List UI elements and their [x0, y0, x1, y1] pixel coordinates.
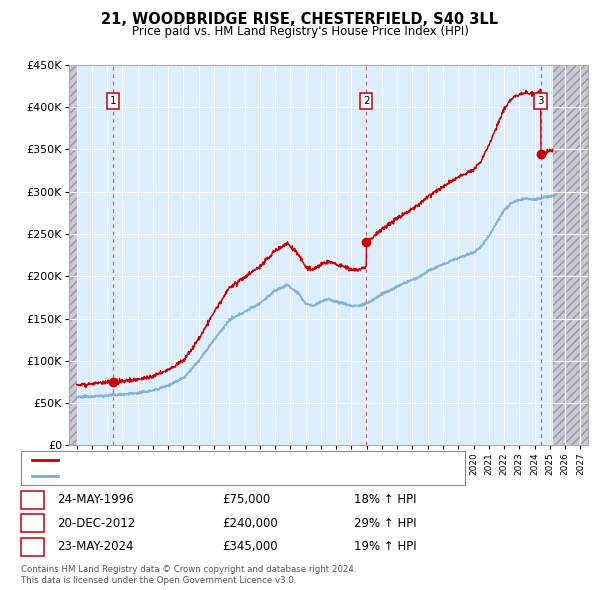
Text: 3: 3: [538, 96, 544, 106]
Text: 21, WOODBRIDGE RISE, CHESTERFIELD, S40 3LL: 21, WOODBRIDGE RISE, CHESTERFIELD, S40 3…: [101, 12, 499, 27]
Text: 1: 1: [29, 493, 36, 506]
Text: £75,000: £75,000: [222, 493, 270, 506]
Text: 19% ↑ HPI: 19% ↑ HPI: [354, 540, 416, 553]
Text: 1: 1: [110, 96, 116, 106]
Text: 2: 2: [29, 517, 36, 530]
Bar: [69, 65, 77, 445]
Text: Price paid vs. HM Land Registry's House Price Index (HPI): Price paid vs. HM Land Registry's House …: [131, 25, 469, 38]
Text: HPI: Average price, detached house, Chesterfield: HPI: Average price, detached house, Ches…: [63, 471, 319, 481]
Text: £240,000: £240,000: [222, 517, 278, 530]
Text: This data is licensed under the Open Government Licence v3.0.: This data is licensed under the Open Gov…: [21, 576, 296, 585]
Text: 18% ↑ HPI: 18% ↑ HPI: [354, 493, 416, 506]
Text: 24-MAY-1996: 24-MAY-1996: [57, 493, 134, 506]
Text: 2: 2: [363, 96, 370, 106]
Text: 29% ↑ HPI: 29% ↑ HPI: [354, 517, 416, 530]
Text: £345,000: £345,000: [222, 540, 278, 553]
Text: 21, WOODBRIDGE RISE, CHESTERFIELD, S40 3LL (detached house): 21, WOODBRIDGE RISE, CHESTERFIELD, S40 3…: [63, 455, 410, 465]
Text: 23-MAY-2024: 23-MAY-2024: [57, 540, 133, 553]
Text: 3: 3: [29, 540, 36, 553]
Text: 20-DEC-2012: 20-DEC-2012: [57, 517, 135, 530]
Text: Contains HM Land Registry data © Crown copyright and database right 2024.: Contains HM Land Registry data © Crown c…: [21, 565, 356, 574]
Bar: [553, 65, 588, 445]
